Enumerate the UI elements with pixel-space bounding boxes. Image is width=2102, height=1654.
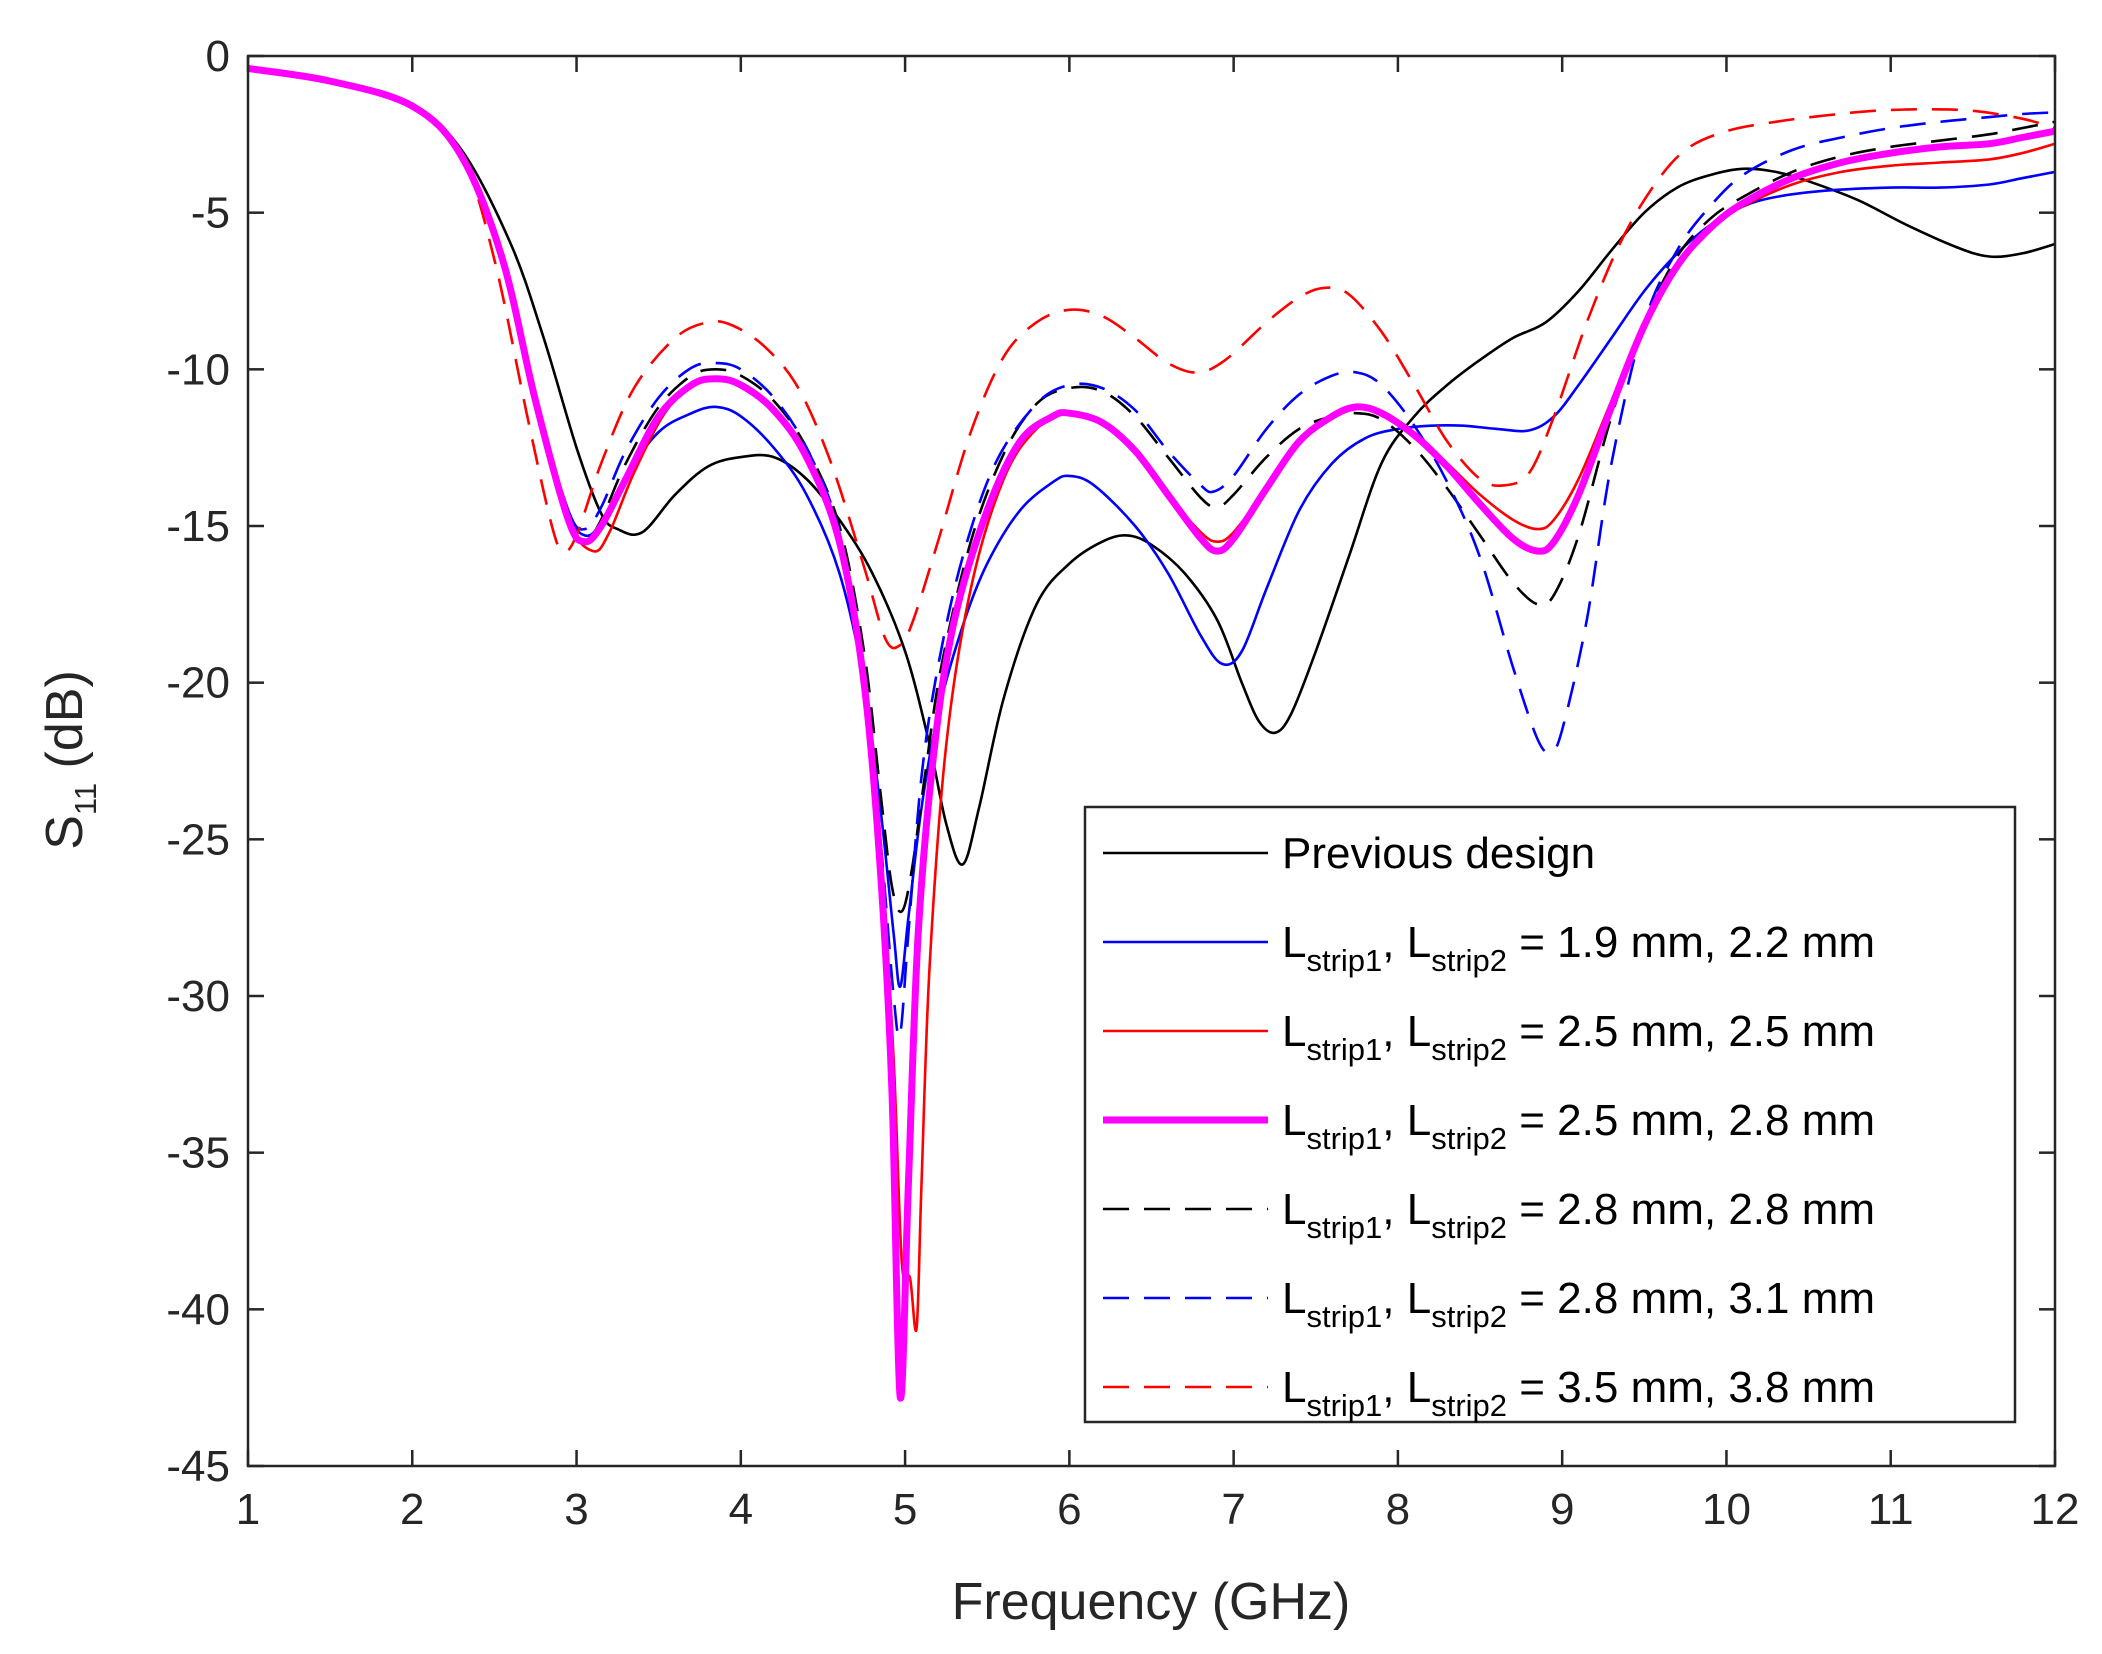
legend-label-lstrip1-lstrip2-2-5-mm-2-5-mm: Lstrip1, Lstrip2 = 2.5 mm, 2.5 mm xyxy=(1282,1007,1875,1067)
series-line-lstrip1-lstrip2-2-8-mm-3-1-mm xyxy=(248,67,2055,1038)
y-tick-label: -40 xyxy=(166,1285,230,1334)
x-tick-label: 1 xyxy=(236,1485,260,1534)
y-tick-label: -10 xyxy=(166,345,230,394)
ticks-group xyxy=(246,54,2057,1468)
x-tick-label: 4 xyxy=(729,1485,753,1534)
y-tick-label: -45 xyxy=(166,1442,230,1491)
y-axis-title-main: S xyxy=(36,815,94,850)
legend-label-previous-design: Previous design xyxy=(1282,829,1595,878)
legend-label-lstrip1-lstrip2-2-8-mm-3-1-mm: Lstrip1, Lstrip2 = 2.8 mm, 3.1 mm xyxy=(1282,1274,1875,1334)
x-tick-label: 5 xyxy=(893,1485,917,1534)
legend-entries: Previous design Lstrip1, Lstrip2 = 1.9 mm… xyxy=(1103,829,1875,1423)
y-tick-label: 0 xyxy=(206,32,230,81)
y-tick-label: -15 xyxy=(166,502,230,551)
x-axis-title: Frequency (GHz) xyxy=(952,1573,1351,1631)
curves-group xyxy=(248,65,2055,1402)
series-line-lstrip1-lstrip2-2-8-mm-2-8-mm xyxy=(248,67,2055,914)
x-tick-label: 3 xyxy=(564,1485,588,1534)
y-tick-label: -20 xyxy=(166,659,230,708)
x-tick-label: 11 xyxy=(1868,1485,1914,1534)
y-tick-label: -5 xyxy=(191,189,230,238)
series-line-lstrip1-lstrip2-2-5-mm-2-8-mm xyxy=(248,65,2055,1402)
legend-label-lstrip1-lstrip2-3-5-mm-3-8-mm: Lstrip1, Lstrip2 = 3.5 mm, 3.8 mm xyxy=(1282,1363,1875,1423)
x-tick-label: 10 xyxy=(1702,1485,1751,1534)
y-axis-title: S11 (dB) xyxy=(36,670,103,850)
x-tick-label: 6 xyxy=(1057,1485,1081,1534)
x-tick-label: 12 xyxy=(2031,1485,2080,1534)
y-tick-label: -35 xyxy=(166,1129,230,1178)
y-tick-label: -30 xyxy=(166,972,230,1021)
y-axis-title-unit: (dB) xyxy=(36,670,94,783)
y-tick-label: -25 xyxy=(166,815,230,864)
tick-labels-group: 1 2 3 4 5 6 7 8 9 10 11 120-5-10-15-20-25-30-35-40-… xyxy=(166,32,2079,1534)
legend: Previous design Lstrip1, Lstrip2 = 1.9 mm… xyxy=(1083,805,2017,1424)
legend-label-lstrip1-lstrip2-2-5-mm-2-8-mm: Lstrip1, Lstrip2 = 2.5 mm, 2.8 mm xyxy=(1282,1096,1875,1156)
legend-box xyxy=(1083,805,2017,1424)
x-tick-label: 2 xyxy=(400,1485,424,1534)
y-axis-title-sub: 11 xyxy=(68,783,103,815)
legend-label-lstrip1-lstrip2-2-8-mm-2-8-mm: Lstrip1, Lstrip2 = 2.8 mm, 2.8 mm xyxy=(1282,1185,1875,1245)
x-tick-label: 7 xyxy=(1221,1485,1245,1534)
axes-box xyxy=(246,54,2057,1468)
series-line-previous-design xyxy=(248,67,2055,866)
legend-label-lstrip1-lstrip2-1-9-mm-2-2-mm: Lstrip1, Lstrip2 = 1.9 mm, 2.2 mm xyxy=(1282,918,1875,978)
x-tick-label: 8 xyxy=(1386,1485,1410,1534)
x-tick-label: 9 xyxy=(1550,1485,1574,1534)
